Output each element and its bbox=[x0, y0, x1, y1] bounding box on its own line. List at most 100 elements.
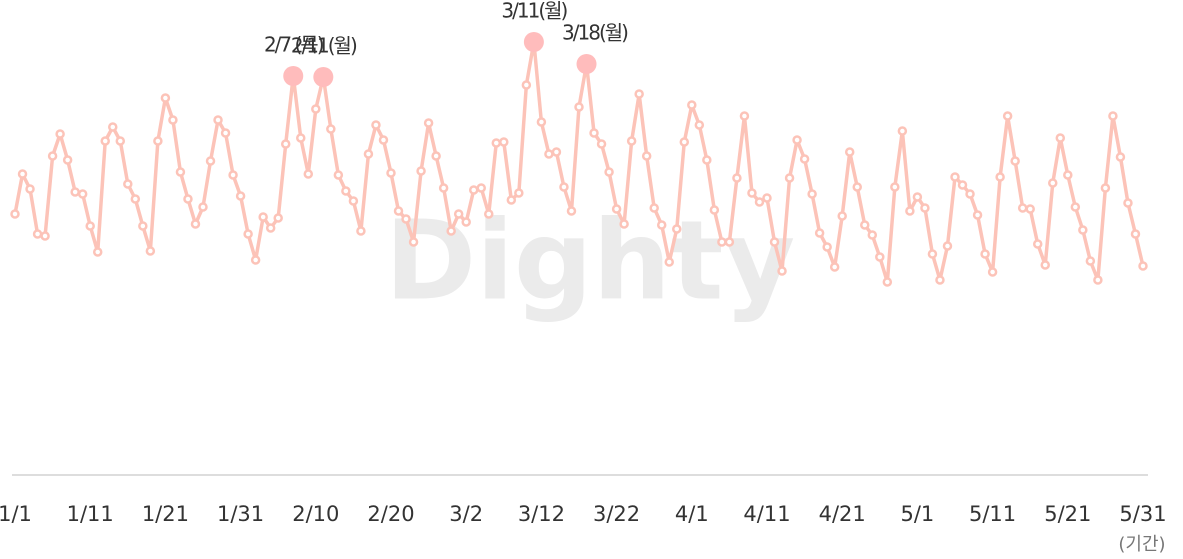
point bbox=[258, 212, 268, 222]
point bbox=[544, 149, 554, 159]
x-tick-label: 5/21 bbox=[1044, 502, 1091, 526]
point bbox=[792, 135, 802, 145]
point bbox=[280, 139, 291, 149]
point bbox=[438, 183, 449, 193]
point bbox=[679, 137, 690, 147]
point bbox=[732, 173, 742, 183]
point bbox=[341, 186, 351, 196]
x-tick-label: 3/12 bbox=[518, 502, 565, 526]
point bbox=[1048, 178, 1058, 188]
point bbox=[664, 257, 674, 267]
point bbox=[168, 115, 178, 125]
point bbox=[724, 237, 735, 247]
point bbox=[589, 128, 599, 138]
point bbox=[860, 220, 870, 230]
point bbox=[950, 172, 960, 182]
point bbox=[942, 241, 953, 251]
point bbox=[882, 277, 893, 287]
point bbox=[220, 128, 231, 138]
point bbox=[416, 166, 426, 176]
point bbox=[551, 147, 562, 157]
point bbox=[296, 133, 306, 143]
point bbox=[1032, 239, 1043, 249]
point bbox=[446, 226, 456, 236]
point bbox=[935, 275, 945, 285]
point bbox=[431, 151, 441, 161]
x-tick-label: 5/31 bbox=[1119, 502, 1166, 526]
point bbox=[844, 147, 855, 157]
point bbox=[92, 247, 103, 257]
point bbox=[1085, 256, 1096, 266]
point bbox=[739, 111, 750, 121]
point bbox=[25, 184, 35, 194]
highlight-point bbox=[313, 67, 334, 87]
point bbox=[138, 221, 148, 231]
point bbox=[619, 219, 629, 229]
point bbox=[393, 206, 404, 216]
point bbox=[852, 182, 862, 192]
point bbox=[130, 194, 141, 204]
annotation: 3/18(월) bbox=[562, 21, 628, 45]
point bbox=[408, 237, 419, 247]
point bbox=[1070, 202, 1081, 212]
point bbox=[160, 93, 171, 103]
point bbox=[491, 138, 502, 148]
point bbox=[1055, 133, 1066, 143]
point bbox=[1100, 183, 1111, 193]
point bbox=[1063, 170, 1073, 180]
x-tick-label: 1/11 bbox=[67, 502, 114, 526]
point bbox=[235, 191, 246, 201]
point bbox=[153, 136, 163, 146]
point bbox=[1138, 261, 1148, 271]
x-tick-label: 1/1 bbox=[0, 502, 32, 526]
point bbox=[1010, 156, 1020, 166]
point bbox=[754, 197, 765, 207]
point bbox=[604, 167, 614, 177]
point bbox=[499, 137, 509, 147]
point bbox=[250, 255, 261, 265]
x-tick-label: 5/1 bbox=[901, 502, 935, 526]
annotation: 2/11(월) bbox=[291, 34, 357, 58]
point bbox=[867, 230, 878, 240]
point bbox=[198, 202, 208, 212]
x-tick-label: 2/20 bbox=[367, 502, 414, 526]
point bbox=[920, 203, 930, 213]
point bbox=[566, 206, 577, 216]
point bbox=[371, 120, 381, 130]
point bbox=[965, 189, 975, 199]
point bbox=[634, 89, 644, 99]
point bbox=[1078, 225, 1088, 235]
point bbox=[190, 219, 201, 229]
point bbox=[717, 237, 727, 247]
point bbox=[799, 154, 810, 164]
point bbox=[273, 213, 283, 223]
point bbox=[972, 210, 983, 220]
point bbox=[326, 124, 336, 134]
point bbox=[829, 262, 840, 272]
point bbox=[709, 205, 720, 215]
point bbox=[769, 237, 780, 247]
point bbox=[506, 195, 517, 205]
point bbox=[1002, 111, 1013, 121]
point bbox=[1115, 152, 1126, 162]
point bbox=[611, 204, 622, 214]
point bbox=[890, 182, 900, 192]
point bbox=[108, 122, 118, 132]
point bbox=[905, 206, 915, 216]
highlight-point bbox=[576, 54, 597, 74]
point bbox=[897, 126, 908, 136]
point bbox=[656, 220, 667, 230]
point bbox=[476, 183, 486, 193]
point bbox=[912, 192, 923, 202]
point bbox=[672, 224, 682, 234]
point bbox=[514, 188, 524, 198]
highlight-point bbox=[283, 66, 304, 86]
x-tick-label: 5/11 bbox=[969, 502, 1016, 526]
point bbox=[265, 223, 276, 233]
point bbox=[85, 221, 95, 231]
point bbox=[822, 242, 832, 252]
point bbox=[70, 187, 80, 197]
point bbox=[205, 156, 216, 166]
point bbox=[1130, 229, 1141, 239]
